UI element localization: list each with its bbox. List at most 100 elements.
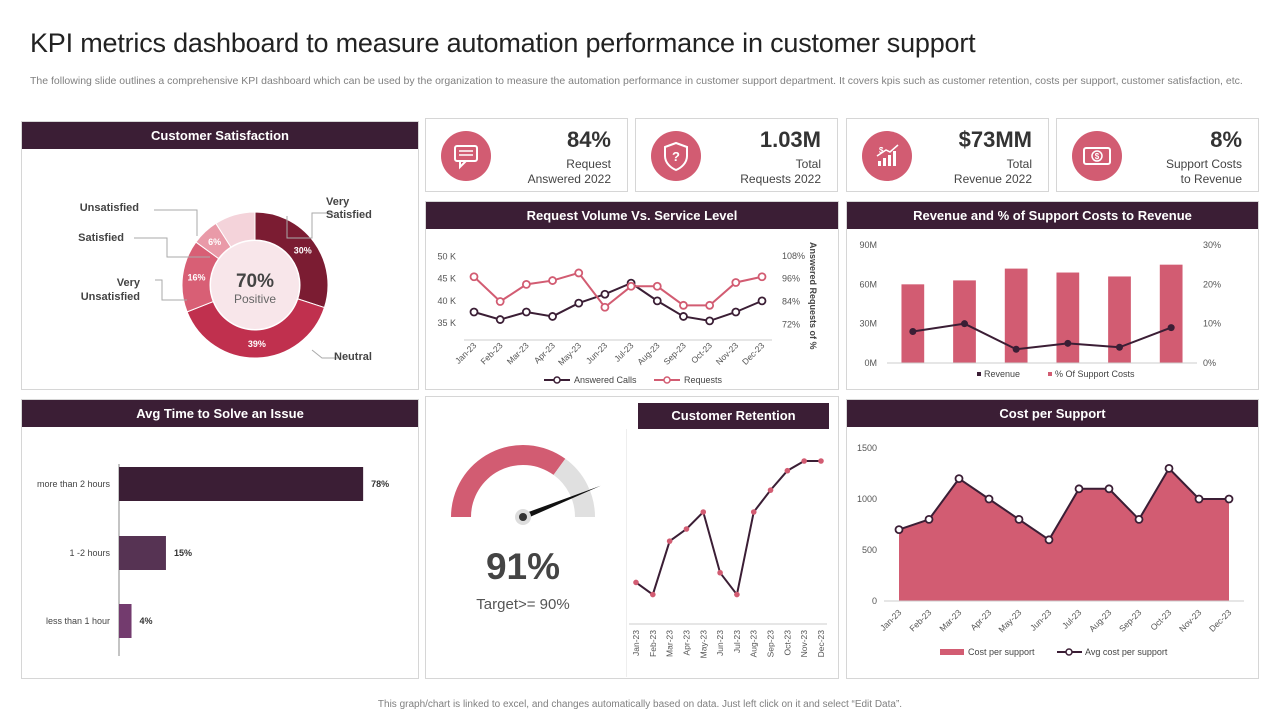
x-tick-label: Jul-23: [1060, 607, 1084, 631]
avg-time-chart: 78% more than 2 hours 15% 1 -2 hours 4% less …: [37, 464, 389, 656]
y2-tick-label: 0%: [1203, 358, 1216, 368]
panel-title: Avg Time to Solve an Issue: [22, 400, 418, 427]
kpi-card-requests-answered: 84% Request Answered 2022: [425, 118, 628, 192]
x-tick-label: Oct-23: [1148, 607, 1173, 632]
data-point: [650, 591, 656, 598]
y-tick-label: 1000: [857, 494, 877, 504]
legend-marker: [663, 376, 671, 384]
gauge-chart: 91% Target>= 90%: [451, 445, 601, 613]
data-point: [1012, 345, 1020, 353]
callout-line: [134, 237, 210, 258]
data-point: [731, 307, 741, 317]
y2-axis-label: Answered Requests of %: [808, 242, 818, 350]
data-point: [734, 591, 740, 598]
data-point: [1194, 494, 1204, 504]
legend-marker: [1048, 372, 1052, 376]
data-point: [521, 307, 531, 317]
legend-label: Avg cost per support: [1085, 647, 1168, 657]
question-shield-icon: ?: [651, 131, 701, 181]
data-point: [767, 487, 774, 493]
x-tick-label: Sep-23: [766, 630, 776, 658]
legend-label: Requests: [684, 375, 723, 385]
category-label: less than 1 hour: [46, 616, 110, 626]
data-point: [717, 569, 723, 576]
data-point: [600, 289, 610, 299]
series-line: [912, 322, 1172, 351]
data-point: [652, 281, 662, 291]
y2-tick-label: 30%: [1203, 240, 1221, 250]
callout-label: Neutral: [334, 351, 372, 363]
x-tick-label: Jul-23: [732, 630, 742, 653]
gauge-value: 91%: [486, 546, 560, 587]
y-tick-label: 50 K: [437, 251, 456, 261]
data-point: [679, 300, 688, 310]
x-tick-label: Apr-23: [532, 340, 557, 365]
y2-tick-label: 84%: [782, 297, 800, 307]
x-tick-label: Feb-23: [478, 340, 504, 366]
kpi-label-line2: Requests 2022: [740, 172, 821, 186]
kpi-label-line1: Total: [795, 157, 821, 171]
avg-time-panel: Avg Time to Solve an Issue 78% more than …: [21, 399, 419, 679]
gauge-arc: [553, 458, 595, 517]
callout-label: Unsatisfied: [80, 202, 139, 214]
kpi-label-line1: Total: [1006, 157, 1032, 171]
y-tick-label: 40 K: [437, 296, 456, 306]
revenue-bar: [1159, 264, 1183, 363]
series-line: [473, 281, 763, 322]
svg-text:?: ?: [672, 149, 680, 164]
data-point: [600, 302, 610, 312]
y-tick-label: 0M: [864, 358, 877, 368]
data-point: [495, 297, 505, 306]
donut-center: [211, 241, 299, 329]
legend-marker: [1065, 648, 1073, 656]
callout-label: Unsatisfied: [81, 291, 140, 303]
page-title: KPI metrics dashboard to measure automat…: [30, 28, 976, 58]
data-point: [548, 312, 557, 321]
callout-label: Satisfied: [326, 209, 372, 221]
data-point: [1074, 484, 1084, 494]
revenue-chart: 90M 60M 30M 0M 30% 20% 10% 0% Revenue % Of Suppor…: [859, 240, 1221, 379]
data-point: [700, 509, 707, 515]
callout-line: [154, 209, 198, 236]
revenue-growth-icon: $: [862, 131, 912, 181]
y-tick-label: 0: [872, 596, 877, 606]
footer-note: This graph/chart is linked to excel, and…: [377, 699, 903, 710]
data-point: [652, 296, 662, 306]
data-point: [909, 328, 917, 336]
data-point: [1164, 464, 1174, 473]
data-point: [679, 312, 688, 321]
data-point: [961, 320, 968, 328]
chat-icon: [441, 131, 491, 181]
data-point: [801, 458, 807, 464]
panel-title: Request Volume Vs. Service Level: [426, 202, 838, 229]
callout-label: Satisfied: [78, 232, 124, 244]
y-tick-label: 45 K: [437, 274, 456, 284]
panel-title: Cost per Support: [847, 400, 1258, 427]
data-point: [469, 307, 479, 317]
x-tick-label: Oct-23: [689, 340, 714, 365]
x-tick-label: May-23: [698, 630, 708, 659]
data-point: [894, 525, 904, 534]
callout-line: [155, 279, 187, 301]
gauge-retention-panel: 91% Target>= 90% Customer Retention Jan-2…: [425, 396, 839, 679]
x-tick-label: Jan-23: [631, 630, 641, 656]
x-tick-label: Jan-23: [453, 340, 479, 366]
data-point: [784, 467, 791, 474]
y-tick-label: 30M: [859, 319, 877, 329]
kpi-label-line2: Answered 2022: [527, 172, 611, 186]
data-point: [705, 300, 715, 310]
kpi-label-line1: Support Costs: [1165, 157, 1242, 171]
x-tick-label: Jul-23: [612, 340, 636, 364]
data-point: [469, 272, 479, 282]
data-point: [954, 474, 964, 483]
x-tick-label: Apr-23: [968, 607, 993, 632]
data-point: [705, 316, 715, 326]
data-point: [1044, 535, 1054, 545]
kpi-value: 84%: [566, 127, 611, 152]
revenue-bar: [1004, 268, 1028, 363]
legend-label: % Of Support Costs: [1055, 369, 1135, 379]
callout-label: Very: [326, 196, 350, 208]
retention-title: Customer Retention: [638, 403, 829, 429]
x-tick-label: Apr-23: [681, 630, 691, 656]
